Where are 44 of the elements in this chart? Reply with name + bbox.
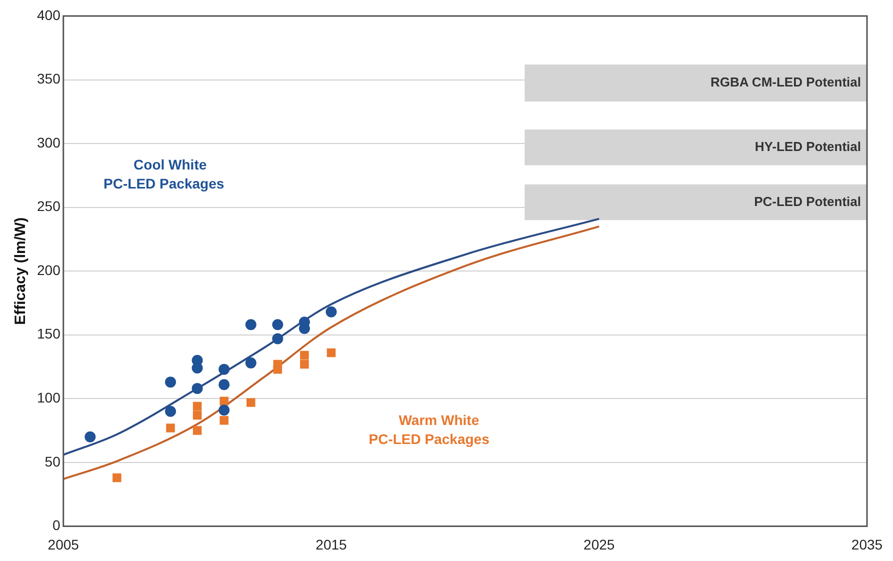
point [326, 306, 337, 318]
point [218, 404, 230, 416]
y-tick-label: 350 [37, 70, 61, 87]
point [112, 473, 122, 482]
y-tick-label: 250 [37, 198, 61, 214]
y-axis-title: Efficacy (lm/W) [12, 217, 30, 325]
y-tick-label: 400 [37, 6, 61, 23]
y-tick-label: 150 [37, 326, 61, 342]
x-tick-label: 2015 [316, 536, 348, 552]
point [192, 426, 202, 435]
point [220, 396, 228, 406]
point [245, 319, 256, 330]
point [165, 406, 176, 417]
text: Cool White PC-LED Packages [104, 156, 224, 192]
point [166, 424, 175, 432]
y-tick-label: 300 [37, 134, 61, 150]
x-tick-label: 2005 [48, 536, 80, 552]
x-tick-label: 2025 [584, 536, 615, 552]
x-tick-label: 2035 [851, 536, 883, 552]
y-tick-label: 100 [37, 390, 61, 406]
point [192, 402, 202, 411]
band-label: RGBA CM-LED Potential [710, 74, 861, 90]
point [192, 382, 203, 394]
band-label: PC-LED Potential [754, 194, 861, 209]
point [218, 379, 230, 390]
text: Warm White PC-LED Packages [368, 412, 490, 447]
point [300, 350, 309, 360]
point [300, 360, 309, 369]
point [165, 376, 176, 388]
point [192, 410, 202, 420]
point [218, 364, 230, 375]
point [272, 333, 284, 344]
point [220, 416, 228, 425]
point [326, 348, 336, 358]
point [246, 398, 256, 407]
band-label: HY-LED Potential [754, 138, 861, 154]
y-tick-label: 50 [44, 453, 61, 470]
y-tick-label: 200 [37, 262, 61, 278]
y-tick-label: 0 [52, 517, 61, 534]
point [245, 357, 256, 368]
point [273, 364, 282, 374]
point [272, 319, 284, 330]
point [84, 431, 96, 442]
point [192, 362, 203, 374]
